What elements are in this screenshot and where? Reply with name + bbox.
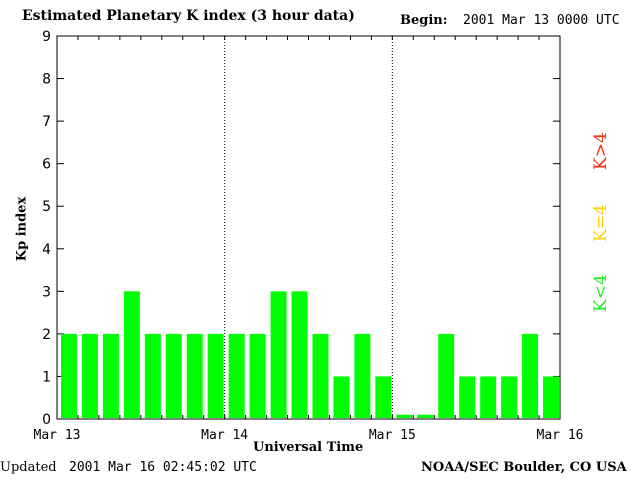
kp-bar <box>207 333 224 418</box>
updated-value: 2001 Mar 16 02:45:02 UTC <box>69 460 257 475</box>
x-tick-label: Mar 15 <box>369 428 416 443</box>
y-tick-label: 5 <box>42 199 51 215</box>
kp-bar <box>102 333 119 418</box>
kp-bar <box>228 333 245 418</box>
y-tick-label: 6 <box>42 157 51 173</box>
kp-bar <box>501 376 518 418</box>
x-tick-label: Mar 16 <box>537 428 584 443</box>
x-tick-label: Mar 13 <box>34 428 81 443</box>
kp-bar <box>270 291 287 418</box>
kp-bar <box>123 291 140 418</box>
updated-label: Updated <box>0 460 57 475</box>
y-tick-label: 9 <box>42 29 51 45</box>
kp-bar <box>165 333 182 418</box>
kp-bar <box>417 414 434 418</box>
y-tick-label: 3 <box>42 284 51 300</box>
kp-bar <box>291 291 308 418</box>
y-axis-label: Kp index <box>14 196 30 262</box>
y-tick-label: 2 <box>42 327 51 343</box>
begin-label: Begin: <box>400 13 448 28</box>
legend-k-below-4: K<4 <box>591 274 611 312</box>
kp-bar <box>396 414 413 418</box>
kp-bar <box>438 333 455 418</box>
kp-bar <box>522 333 539 418</box>
kp-bar <box>543 376 559 418</box>
source-credit: NOAA/SEC Boulder, CO USA <box>421 460 627 475</box>
kp-bar <box>354 333 371 418</box>
kp-bar <box>61 333 77 418</box>
x-tick-label: Mar 14 <box>201 428 248 443</box>
begin-value: 2001 Mar 13 0000 UTC <box>463 13 620 28</box>
legend-k-above-4: K>4 <box>591 132 611 170</box>
kp-bar <box>81 333 98 418</box>
kp-bar <box>375 376 392 418</box>
kp-bar <box>144 333 161 418</box>
y-tick-label: 4 <box>42 242 51 258</box>
kp-bar <box>459 376 476 418</box>
kp-bar <box>249 333 266 418</box>
x-axis-label: Universal Time <box>253 440 364 455</box>
y-tick-label: 7 <box>42 114 51 130</box>
kp-bar <box>333 376 350 418</box>
kp-bar <box>186 333 203 418</box>
kp-bar <box>480 376 497 418</box>
y-tick-label: 1 <box>42 369 51 385</box>
y-tick-label: 8 <box>42 72 51 88</box>
legend-k-equal-4: K=4 <box>591 204 611 242</box>
chart-title: Estimated Planetary K index (3 hour data… <box>22 8 355 24</box>
y-tick-label: 0 <box>42 412 51 428</box>
kp-bar <box>312 333 329 418</box>
